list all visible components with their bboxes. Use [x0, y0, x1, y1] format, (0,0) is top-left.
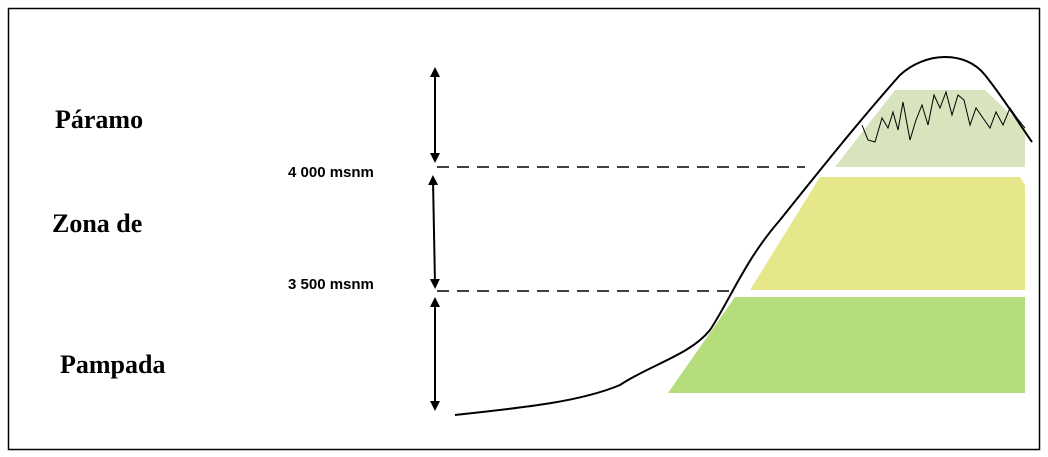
altitude-label: 3 500 msnm — [288, 276, 374, 293]
altitude-label: 4 000 msnm — [288, 164, 374, 181]
diagram: Páramo Zona de Pampada 4 000 msnm 3 500 … — [0, 0, 1048, 457]
zone-label: Zona de — [52, 209, 142, 238]
zone-label: Páramo — [55, 105, 143, 134]
zone-label: Pampada — [60, 350, 165, 379]
